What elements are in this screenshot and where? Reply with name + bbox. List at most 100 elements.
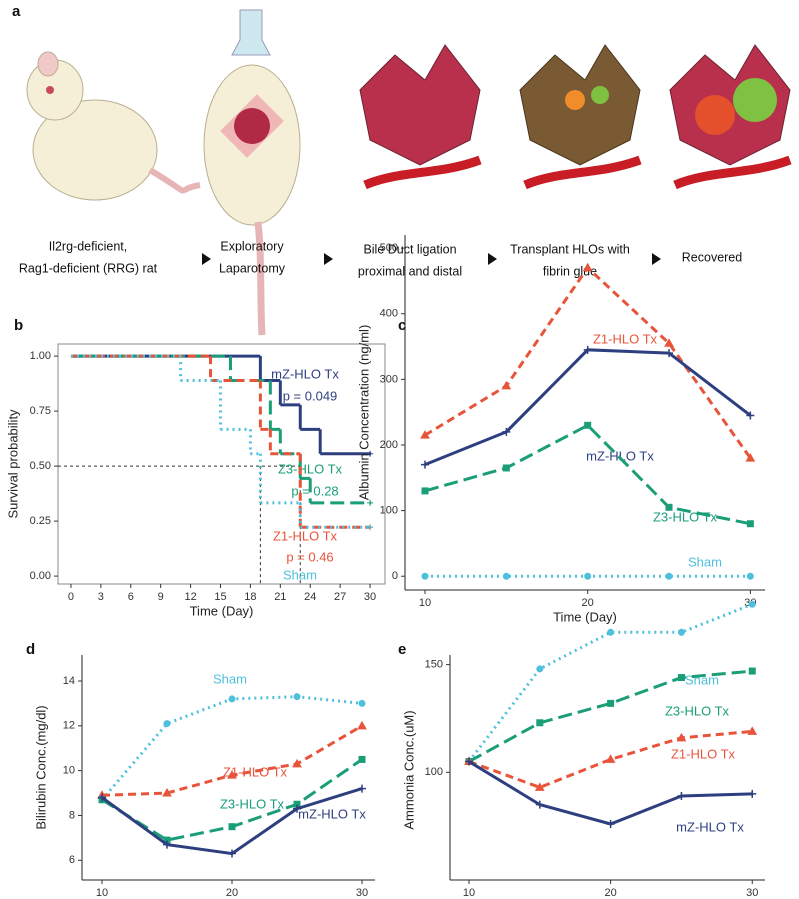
- series-label: mZ-HLO Tx: [586, 448, 654, 463]
- marker: [421, 487, 429, 495]
- marker: [502, 427, 511, 436]
- series-label: Z3-HLO Tx: [220, 796, 285, 811]
- y-tick-label: 0.75: [30, 405, 51, 417]
- marker: [606, 820, 615, 828]
- x-tick-label: 10: [419, 597, 431, 609]
- y-tick-label: 150: [425, 659, 443, 671]
- x-tick-label: 12: [184, 591, 196, 603]
- series-label: Z1-HLO Tx: [593, 331, 658, 346]
- marker: [228, 849, 237, 858]
- x-tick-label: 30: [364, 591, 376, 603]
- marker: [501, 380, 512, 390]
- marker: [228, 695, 236, 703]
- x-tick-label: 27: [334, 591, 346, 603]
- y-tick-label: 14: [63, 675, 75, 687]
- step-caption: Exploratory: [220, 239, 284, 253]
- step-caption: Recovered: [682, 250, 742, 264]
- x-tick-label: 20: [226, 887, 238, 899]
- marker: [536, 719, 544, 727]
- marker: [677, 628, 685, 636]
- marker: [607, 699, 615, 707]
- series-label: Z1-HLO Tx: [273, 528, 338, 543]
- marker: [227, 770, 237, 779]
- marker: [293, 693, 301, 701]
- y-tick-label: 100: [380, 505, 398, 517]
- x-tick-label: 0: [68, 591, 74, 603]
- panel-label: c: [398, 317, 406, 334]
- liver-illustrations: [359, 44, 792, 190]
- panel-label: e: [398, 641, 406, 658]
- marker: [607, 628, 615, 636]
- marker: [357, 720, 367, 730]
- marker: [421, 572, 429, 580]
- step-caption: Transplant HLOs with: [510, 242, 630, 256]
- x-tick-label: 9: [158, 591, 164, 603]
- x-tick-label: 15: [214, 591, 226, 603]
- chart-panel: e 10 20 30 100 150 Time (Day) Ammonia Conc.(uM)…: [398, 600, 765, 899]
- marker: [748, 667, 756, 675]
- y-tick-label: 0.50: [30, 460, 51, 472]
- step-arrows: [202, 253, 661, 265]
- panel-label: b: [14, 317, 23, 334]
- p-value: p = 0.049: [283, 388, 338, 403]
- step-caption: Bile Duct ligation: [363, 242, 456, 256]
- marker: [665, 349, 674, 358]
- marker: [748, 789, 757, 798]
- marker: [747, 726, 758, 735]
- x-axis-label: Time (Day): [553, 609, 617, 624]
- plot-frame: [57, 343, 386, 585]
- y-tick-label: 500: [380, 242, 398, 254]
- series-label: Sham: [688, 554, 722, 569]
- series-line: [424, 265, 752, 459]
- series-label: Sham: [283, 567, 317, 582]
- series-label: Z3-HLO Tx: [653, 509, 718, 524]
- series-label: Z1-HLO Tx: [223, 764, 288, 779]
- series-label: Z1-HLO Tx: [671, 746, 736, 761]
- series-label: mZ-HLO Tx: [298, 806, 366, 821]
- series-line: [468, 760, 753, 826]
- step-caption: Il2rg-deficient,: [49, 239, 128, 253]
- marker: [228, 823, 236, 831]
- marker: [665, 503, 673, 511]
- y-axis-label: Ammonia Conc.(uM): [401, 710, 416, 829]
- y-tick-label: 100: [425, 766, 443, 778]
- series-line: [468, 669, 753, 763]
- step-caption: proximal and distal: [358, 264, 462, 278]
- p-value: p = 0.28: [291, 483, 338, 498]
- marker: [163, 720, 171, 728]
- y-tick-label: 400: [380, 308, 398, 320]
- y-tick-label: 8: [69, 809, 75, 821]
- p-value: p = 0.46: [286, 549, 333, 564]
- marker: [584, 572, 592, 580]
- x-tick-label: 20: [604, 887, 616, 899]
- marker: [677, 674, 685, 682]
- series-label: mZ-HLO Tx: [271, 366, 339, 381]
- marker: [162, 788, 172, 797]
- marker: [358, 784, 367, 793]
- y-axis-label: Albumin Concentration (ng/ml): [356, 325, 371, 501]
- censor-mark: [367, 524, 374, 531]
- marker: [358, 755, 366, 763]
- series-label: Sham: [213, 671, 247, 686]
- y-tick-label: 1.00: [30, 350, 51, 362]
- marker: [502, 464, 510, 472]
- step-caption: Rag1-deficient (RRG) rat: [19, 261, 158, 275]
- y-tick-label: 300: [380, 373, 398, 385]
- x-axis-label: Time (Day): [190, 603, 254, 618]
- marker: [605, 754, 616, 763]
- x-tick-label: 24: [304, 591, 316, 603]
- marker: [745, 453, 756, 462]
- marker: [582, 262, 593, 272]
- y-tick-label: 0.00: [30, 570, 51, 582]
- x-tick-label: 10: [463, 887, 475, 899]
- x-tick-label: 3: [98, 591, 104, 603]
- chart-panel: c1020300100200300400500Time (Day)Albumin…: [356, 235, 765, 624]
- step-caption: fibrin glue: [543, 264, 597, 278]
- marker: [502, 572, 510, 580]
- y-tick-label: 0: [392, 570, 398, 582]
- y-tick-label: 200: [380, 439, 398, 451]
- series-label: Z3-HLO Tx: [278, 461, 343, 476]
- marker: [664, 338, 674, 347]
- x-tick-label: 21: [274, 591, 286, 603]
